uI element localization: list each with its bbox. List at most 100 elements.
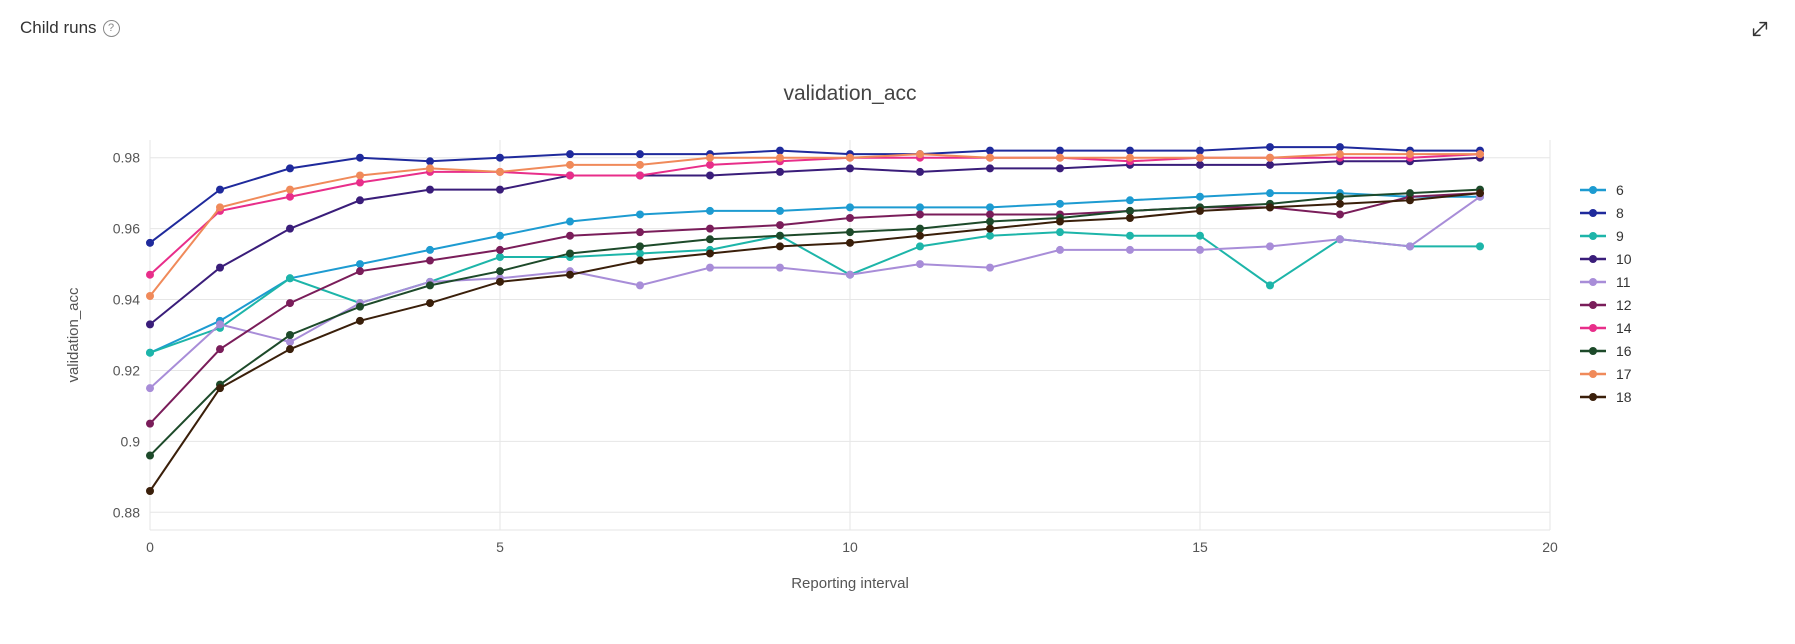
series-marker-18[interactable] — [1266, 203, 1274, 211]
series-marker-10[interactable] — [916, 168, 924, 176]
series-marker-17[interactable] — [1476, 150, 1484, 158]
series-marker-16[interactable] — [916, 225, 924, 233]
series-marker-11[interactable] — [1336, 235, 1344, 243]
legend-label-8[interactable]: 8 — [1616, 205, 1624, 221]
series-marker-12[interactable] — [216, 345, 224, 353]
series-marker-11[interactable] — [146, 384, 154, 392]
series-marker-11[interactable] — [636, 281, 644, 289]
series-marker-16[interactable] — [286, 331, 294, 339]
series-marker-9[interactable] — [286, 274, 294, 282]
series-marker-18[interactable] — [216, 384, 224, 392]
legend-label-9[interactable]: 9 — [1616, 228, 1624, 244]
series-marker-11[interactable] — [916, 260, 924, 268]
series-marker-8[interactable] — [776, 147, 784, 155]
series-marker-10[interactable] — [496, 186, 504, 194]
series-marker-18[interactable] — [146, 487, 154, 495]
series-marker-12[interactable] — [496, 246, 504, 254]
series-marker-18[interactable] — [1126, 214, 1134, 222]
series-marker-6[interactable] — [846, 203, 854, 211]
series-marker-14[interactable] — [286, 193, 294, 201]
series-line-9[interactable] — [150, 232, 1480, 353]
series-marker-8[interactable] — [1266, 143, 1274, 151]
series-line-17[interactable] — [150, 154, 1480, 296]
series-marker-8[interactable] — [1056, 147, 1064, 155]
series-marker-14[interactable] — [706, 161, 714, 169]
series-marker-10[interactable] — [426, 186, 434, 194]
series-marker-17[interactable] — [846, 154, 854, 162]
series-marker-17[interactable] — [706, 154, 714, 162]
series-marker-6[interactable] — [1056, 200, 1064, 208]
series-marker-6[interactable] — [706, 207, 714, 215]
series-marker-17[interactable] — [216, 203, 224, 211]
series-marker-9[interactable] — [636, 249, 644, 257]
series-marker-16[interactable] — [426, 281, 434, 289]
series-marker-17[interactable] — [426, 164, 434, 172]
legend-marker-18[interactable] — [1589, 393, 1597, 401]
series-marker-10[interactable] — [986, 164, 994, 172]
series-marker-17[interactable] — [1266, 154, 1274, 162]
legend-marker-9[interactable] — [1589, 232, 1597, 240]
series-marker-18[interactable] — [1406, 196, 1414, 204]
series-marker-17[interactable] — [986, 154, 994, 162]
series-marker-9[interactable] — [916, 242, 924, 250]
series-marker-8[interactable] — [1196, 147, 1204, 155]
series-marker-18[interactable] — [1056, 218, 1064, 226]
legend-marker-14[interactable] — [1589, 324, 1597, 332]
series-marker-14[interactable] — [146, 271, 154, 279]
series-marker-17[interactable] — [496, 168, 504, 176]
series-marker-17[interactable] — [1196, 154, 1204, 162]
series-marker-12[interactable] — [566, 232, 574, 240]
series-marker-6[interactable] — [1126, 196, 1134, 204]
series-marker-17[interactable] — [1336, 150, 1344, 158]
series-marker-8[interactable] — [636, 150, 644, 158]
series-marker-11[interactable] — [216, 320, 224, 328]
series-marker-6[interactable] — [916, 203, 924, 211]
series-marker-9[interactable] — [1126, 232, 1134, 240]
series-marker-18[interactable] — [1196, 207, 1204, 215]
series-marker-18[interactable] — [1476, 189, 1484, 197]
series-marker-8[interactable] — [1336, 143, 1344, 151]
legend-label-12[interactable]: 12 — [1616, 297, 1632, 313]
series-marker-16[interactable] — [846, 228, 854, 236]
series-marker-16[interactable] — [1406, 189, 1414, 197]
series-marker-8[interactable] — [356, 154, 364, 162]
series-marker-8[interactable] — [426, 157, 434, 165]
series-marker-10[interactable] — [706, 171, 714, 179]
series-marker-10[interactable] — [776, 168, 784, 176]
series-marker-17[interactable] — [1056, 154, 1064, 162]
series-marker-11[interactable] — [776, 264, 784, 272]
series-marker-18[interactable] — [286, 345, 294, 353]
series-marker-17[interactable] — [916, 150, 924, 158]
series-marker-9[interactable] — [1056, 228, 1064, 236]
series-marker-6[interactable] — [426, 246, 434, 254]
series-marker-16[interactable] — [146, 452, 154, 460]
series-marker-10[interactable] — [1196, 161, 1204, 169]
series-marker-17[interactable] — [286, 186, 294, 194]
legend-label-16[interactable]: 16 — [1616, 343, 1632, 359]
series-marker-10[interactable] — [846, 164, 854, 172]
series-marker-6[interactable] — [776, 207, 784, 215]
series-marker-12[interactable] — [1336, 210, 1344, 218]
expand-icon[interactable] — [1749, 18, 1771, 40]
series-marker-18[interactable] — [356, 317, 364, 325]
legend-marker-12[interactable] — [1589, 301, 1597, 309]
series-marker-14[interactable] — [356, 179, 364, 187]
series-marker-12[interactable] — [986, 210, 994, 218]
series-marker-16[interactable] — [356, 303, 364, 311]
series-marker-9[interactable] — [1476, 242, 1484, 250]
series-marker-12[interactable] — [146, 420, 154, 428]
series-marker-9[interactable] — [1266, 281, 1274, 289]
series-marker-12[interactable] — [426, 257, 434, 265]
series-marker-12[interactable] — [636, 228, 644, 236]
series-marker-12[interactable] — [356, 267, 364, 275]
series-marker-16[interactable] — [636, 242, 644, 250]
series-line-14[interactable] — [150, 154, 1480, 275]
series-marker-6[interactable] — [636, 210, 644, 218]
series-marker-6[interactable] — [986, 203, 994, 211]
series-marker-18[interactable] — [776, 242, 784, 250]
series-marker-18[interactable] — [636, 257, 644, 265]
legend-marker-6[interactable] — [1589, 186, 1597, 194]
legend-label-11[interactable]: 11 — [1616, 274, 1631, 290]
series-marker-16[interactable] — [496, 267, 504, 275]
series-marker-16[interactable] — [776, 232, 784, 240]
